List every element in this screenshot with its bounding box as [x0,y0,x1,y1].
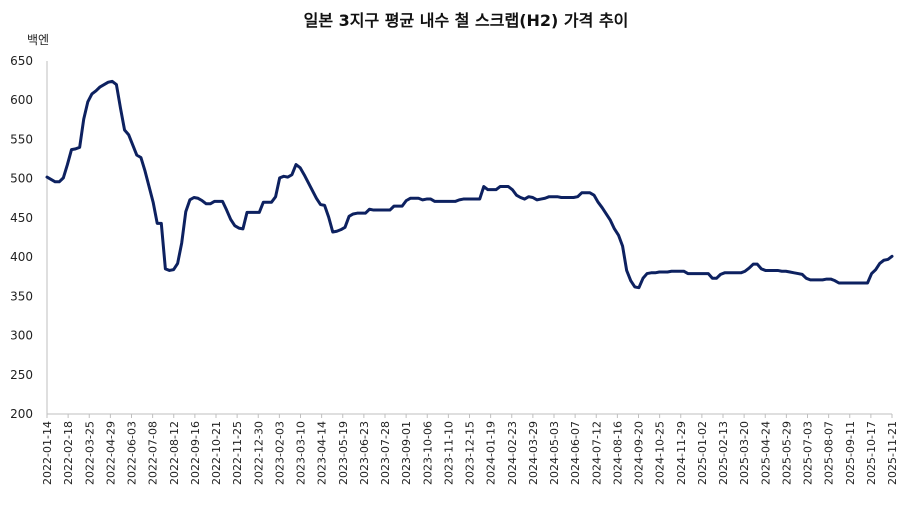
chart-title: 일본 3지구 평균 내수 철 스크랩(H2) 가격 추이 [304,11,629,30]
x-tick-label: 2023-11-10 [442,421,455,485]
x-tick-label: 2023-10-06 [421,421,434,485]
x-tick-label: 2025-09-11 [844,421,857,485]
x-tick-label: 2024-09-20 [633,421,646,485]
x-tick-label: 2025-01-02 [696,421,709,485]
plot-area [45,79,894,290]
x-tick-label: 2024-06-07 [569,421,582,485]
y-tick-label: 550 [10,132,33,146]
y-tick-label: 600 [10,93,33,107]
y-axis: 200 250 300 350 400 450 500 550 600 650 [10,54,48,421]
x-tick-label: 2025-04-24 [759,421,772,485]
x-tick-label: 2023-03-10 [295,421,308,485]
x-tick-label: 2024-02-23 [506,421,519,485]
y-tick-label: 650 [10,54,33,68]
x-tick-label: 2023-04-14 [316,421,329,485]
x-tick-label: 2024-01-19 [485,421,498,485]
y-tick-label: 300 [10,329,33,343]
x-tick-label: 2022-01-14 [41,421,54,485]
x-tick-label: 2023-09-01 [400,421,413,485]
x-tick-label: 2022-11-25 [231,421,244,485]
y-tick-label: 400 [10,250,33,264]
price-series-line [45,79,894,290]
x-tick-label: 2025-07-03 [802,421,815,485]
y-tick-label: 250 [10,368,33,382]
x-tick-label: 2025-10-17 [865,421,878,485]
y-axis-unit-label: 백엔 [27,33,49,47]
x-tick-label: 2024-03-29 [527,421,540,485]
x-tick-label: 2022-10-21 [210,421,223,485]
x-tick-label: 2022-08-12 [168,421,181,485]
x-tick-label: 2023-05-19 [337,421,350,485]
y-tick-label: 500 [10,172,33,186]
x-tick-label: 2025-08-07 [823,421,836,485]
y-tick-label: 350 [10,289,33,303]
x-tick-label: 2024-11-29 [675,421,688,485]
x-tick-label: 2025-03-20 [738,421,751,485]
x-tick-label: 2022-04-29 [104,421,117,485]
x-tick-label: 2025-11-21 [886,421,899,485]
x-tick-label: 2024-08-16 [611,421,624,485]
x-tick-label: 2024-05-03 [548,421,561,485]
x-tick-label: 2022-03-25 [83,421,96,485]
x-tick-label: 2025-05-29 [780,421,793,485]
x-tick-label: 2025-02-13 [717,421,730,485]
y-tick-label: 450 [10,211,33,225]
x-tick-label: 2024-07-12 [590,421,603,485]
x-tick-label: 2022-09-16 [189,421,202,485]
y-tick-label: 200 [10,407,33,421]
x-tick-label: 2022-06-03 [126,421,139,485]
x-tick-label: 2023-06-23 [358,421,371,485]
x-tick-label: 2023-02-03 [273,421,286,485]
x-tick-label: 2023-07-28 [379,421,392,485]
x-axis: 2022-01-14 2022-02-18 2022-03-25 2022-04-29… [41,413,899,485]
x-tick-label: 2022-07-08 [147,421,160,485]
x-tick-label: 2022-12-30 [252,421,265,485]
x-tick-label: 2022-02-18 [62,421,75,485]
x-tick-label: 2024-10-25 [654,421,667,485]
x-tick-label: 2023-12-15 [464,421,477,485]
